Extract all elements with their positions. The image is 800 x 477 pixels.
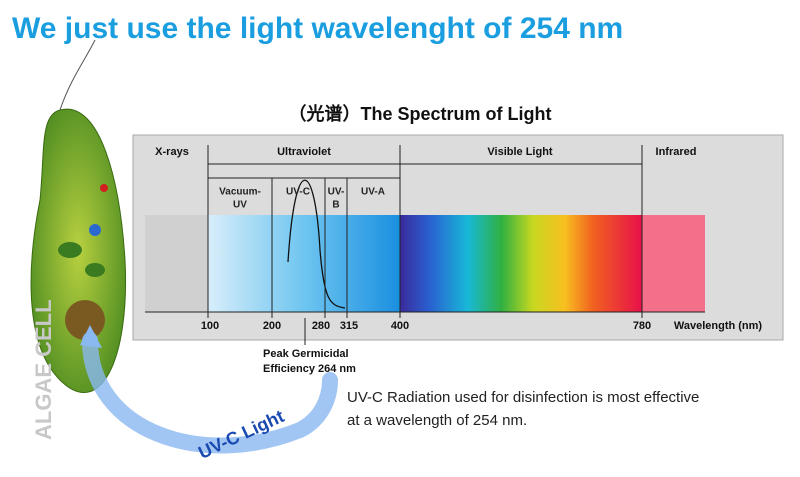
headline: We just use the light wavelenght of 254 … <box>12 12 623 45</box>
uv-band-label: UV <box>233 200 247 211</box>
band-label: Visible Light <box>487 146 553 158</box>
uv-band-label: Vacuum- <box>219 187 261 198</box>
uv-band-label: B <box>332 200 339 211</box>
tick-label: 315 <box>340 320 358 332</box>
axis-label: Wavelength (nm) <box>674 320 763 332</box>
band-label: X-rays <box>155 146 189 158</box>
note: UV-C Radiation used for disinfection is … <box>347 389 699 406</box>
tick-label: 200 <box>263 320 281 332</box>
uv-band-label: UV-C <box>286 187 310 198</box>
tick-label: 780 <box>633 320 651 332</box>
tick-label: 400 <box>391 320 409 332</box>
dividers <box>145 145 705 318</box>
tick-label: 280 <box>312 320 330 332</box>
uv-beam <box>82 332 338 454</box>
beam-arrow <box>80 325 102 348</box>
band-label: Infrared <box>656 146 697 158</box>
peak-note: Efficiency 264 nm <box>263 363 356 375</box>
uv-band-label: UV-A <box>361 187 385 198</box>
uv-band-label: UV- <box>328 187 345 198</box>
spectrum-bar <box>145 179 705 312</box>
peak-note: Peak Germicidal <box>263 348 349 360</box>
algae-cell <box>30 39 127 393</box>
band-label: Ultraviolet <box>277 146 331 158</box>
note: at a wavelength of 254 nm. <box>347 412 527 429</box>
spectrum-title: （光谱）The Spectrum of Light <box>289 103 552 124</box>
tick-label: 100 <box>201 320 219 332</box>
cell-label: ALGAE CELL <box>31 299 56 440</box>
